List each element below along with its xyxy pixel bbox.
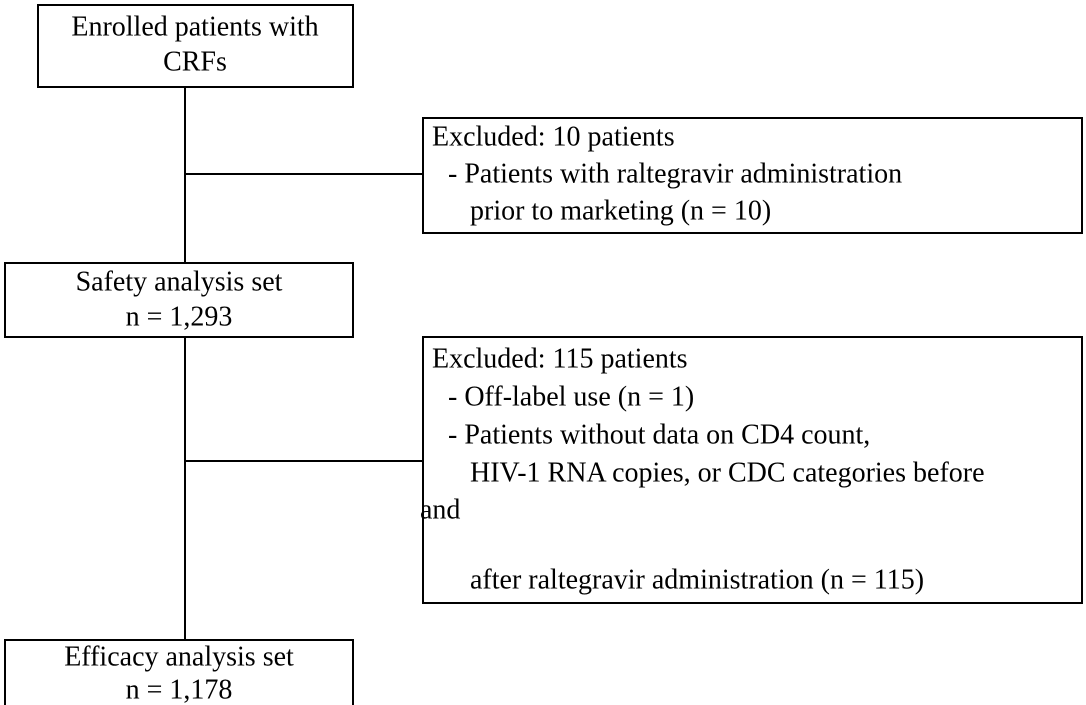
node-box	[422, 117, 1083, 234]
node-text: CRFs	[163, 46, 227, 77]
node-box	[37, 4, 354, 88]
node-box	[4, 639, 354, 705]
node-text: prior to marketing (n = 10)	[470, 195, 771, 226]
node-text: - Patients without data on CD4 count,	[448, 419, 870, 450]
node-text: Excluded: 115 patients	[432, 343, 688, 374]
node-text: n = 1,293	[126, 301, 233, 332]
node-text: - Off-label use (n = 1)	[448, 381, 694, 412]
node-text: HIV-1 RNA copies, or CDC categories befo…	[470, 457, 985, 488]
node-box	[4, 262, 354, 338]
node-text: Excluded: 10 patients	[432, 121, 675, 152]
node-text: Safety analysis set	[76, 266, 283, 297]
node-box	[422, 336, 1083, 604]
node-text: after raltegravir administration (n = 11…	[470, 564, 924, 595]
node-text: Efficacy analysis set	[64, 641, 294, 672]
node-text: - Patients with raltegravir administrati…	[448, 158, 902, 189]
node-text: Enrolled patients with	[71, 11, 318, 42]
node-text: n = 1,178	[126, 674, 233, 705]
node-text: and	[420, 494, 460, 525]
